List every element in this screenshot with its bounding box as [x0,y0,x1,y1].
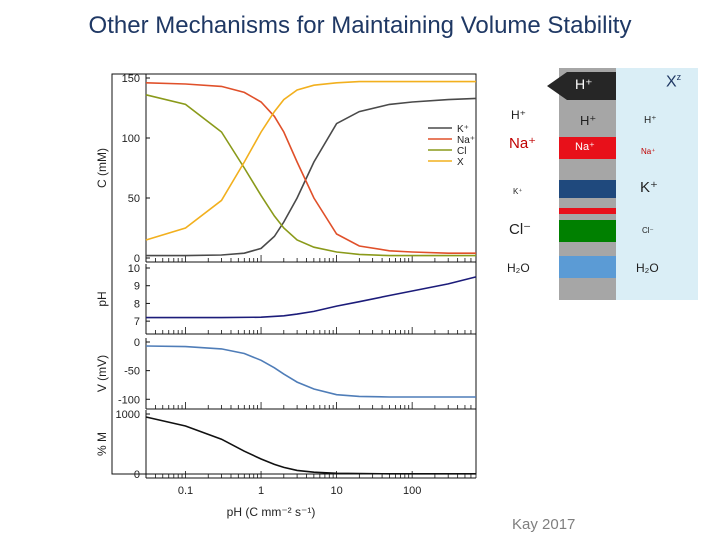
y-tick-label: 9 [134,281,140,293]
x-tick-label: 1 [258,485,264,497]
legend-label: Cl [457,146,466,157]
membrane-h-label: H⁺ [580,113,597,128]
panel-0: 0 50 100 150 C (mM) [95,73,477,265]
h-arrow-shape [547,72,616,100]
y-tick-label: 100 [122,133,140,145]
right-h-label: H⁺ [644,115,657,126]
right-na-label: Na⁺ [641,147,656,156]
x-tick-label: 10 [330,485,342,497]
right-h2o-label: H₂O [636,261,659,275]
y-tick-label: -100 [118,394,140,406]
y-axis-label: V (mV) [95,355,109,392]
y-tick-label: 1000 [116,409,140,421]
series-line-3 [145,80,476,241]
left-h2o-label: H₂O [507,261,530,275]
left-na-label: Na⁺ [509,135,537,152]
x-label-text: X [666,73,677,91]
na-membrane-band [559,137,616,159]
y-tick-label: 150 [122,73,140,85]
k-channel-band [559,180,616,198]
y-tick-label: 0 [134,337,140,349]
legend-label: Na⁺ [457,135,475,146]
series-line [145,416,476,475]
credit-text: Kay 2017 [512,516,576,533]
right-k-label: K⁺ [640,179,658,196]
panel-frame [111,73,477,475]
legend-label: X [457,157,464,168]
series-line [146,276,477,319]
membrane-na-label: Na⁺ [575,141,595,153]
series-line-2 [145,94,476,257]
page-title: Other Mechanisms for Maintaining Volume … [88,12,632,39]
left-k-label: K⁺ [513,187,523,196]
legend-label: K⁺ [457,124,469,135]
panel-3: 0 1000 % M 0.1 1 10 100 pH (C mm⁻² s⁻¹) [95,409,477,519]
y-axis-label: pH [95,291,109,306]
x-charge: z [676,72,682,82]
y-tick-label: 0 [134,253,140,265]
series-line-1 [145,82,476,254]
y-tick-label: 0 [134,469,140,481]
series-line [145,345,476,398]
water-channel-band [559,256,616,278]
right-cl-label: Cl⁻ [642,226,654,235]
y-tick-label: -50 [124,366,140,378]
left-cl-label: Cl⁻ [509,221,532,238]
top-arrow-label: H⁺ [575,76,593,92]
panel-1: 7 8 9 10 pH [95,263,477,335]
y-tick-label: 8 [134,298,140,310]
x-tick-label: 0.1 [178,485,193,497]
series-line-0 [146,97,477,257]
y-tick-label: 10 [128,263,140,275]
panel-2: -100 -50 0 V (mV) [95,337,477,410]
na-marker-band [559,208,616,214]
outside-region [616,68,698,300]
left-h-label: H⁺ [511,108,526,122]
x-axis-label: pH (C mm⁻² s⁻¹) [227,505,316,519]
y-axis-label: % M [95,432,109,456]
y-tick-label: 50 [128,193,140,205]
y-axis-label: C (mM) [95,148,109,188]
x-label: Xz [666,72,681,91]
x-tick-label: 100 [403,485,421,497]
y-tick-label: 7 [134,316,140,328]
cl-channel-band [559,220,616,242]
